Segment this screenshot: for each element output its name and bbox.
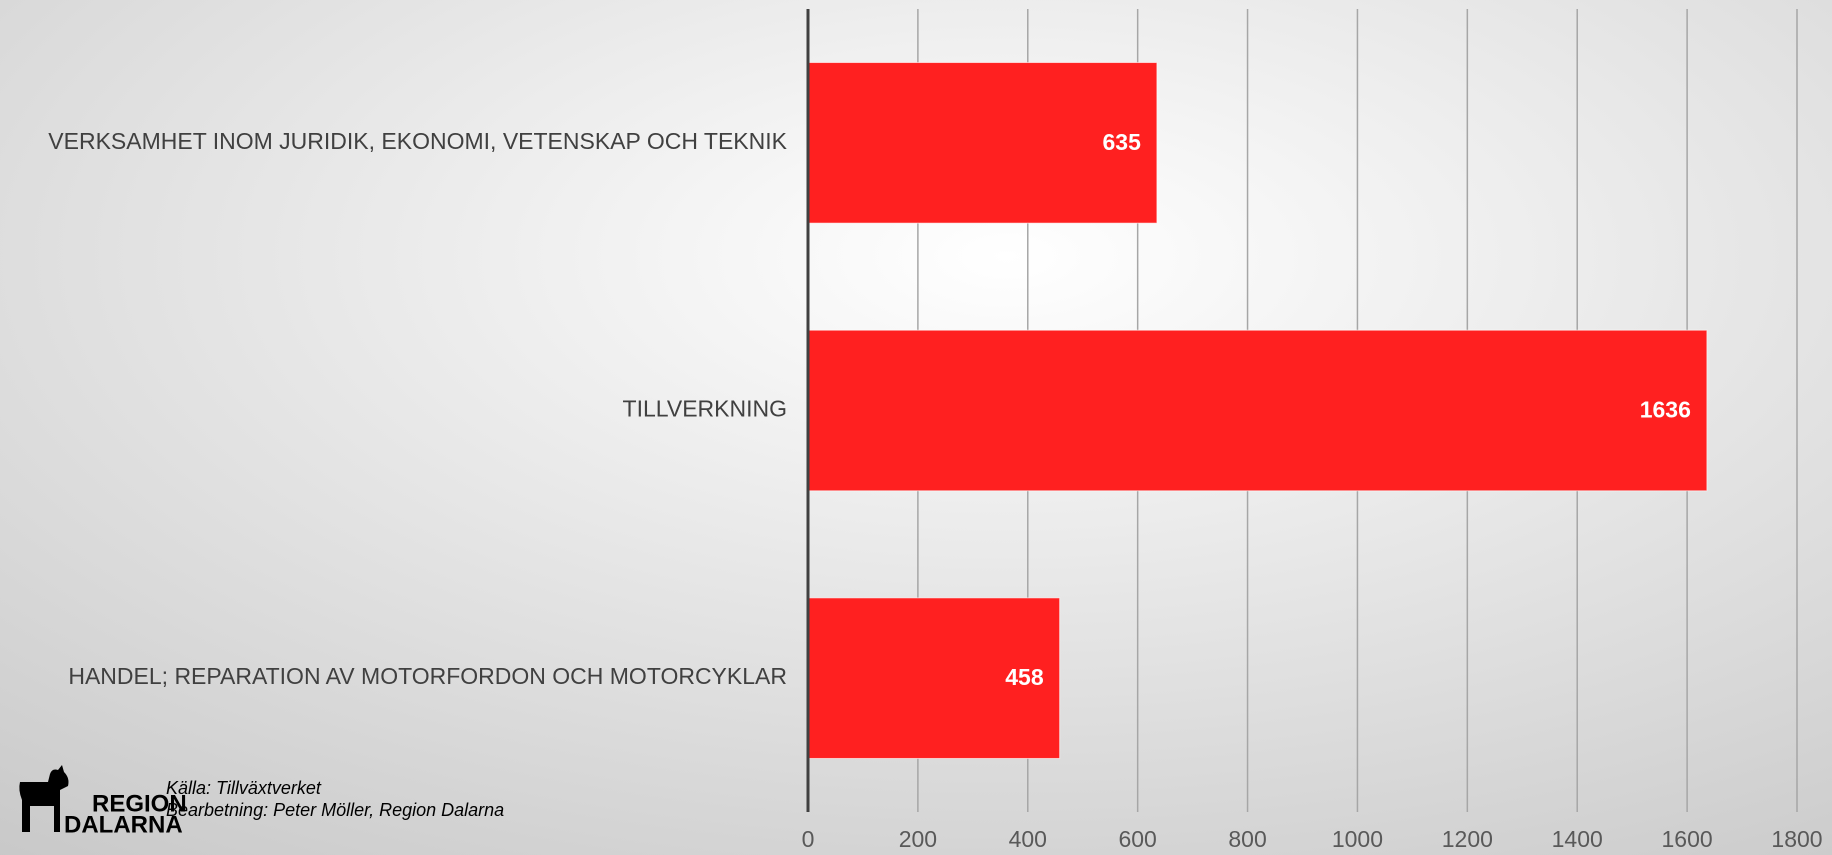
x-tick-label: 1800	[1771, 826, 1822, 852]
source: Källa: Tillväxtverket	[166, 778, 322, 798]
x-tick-label: 0	[802, 826, 815, 852]
x-tick-label: 1200	[1442, 826, 1493, 852]
x-tick-label: 1600	[1662, 826, 1713, 852]
logo-text: REGION	[92, 790, 187, 817]
bar	[807, 329, 1708, 492]
logo-text: DALARNA	[64, 811, 183, 838]
value-label: 458	[1005, 664, 1044, 690]
bar	[807, 62, 1158, 224]
y-tick-label: VERKSAMHET INOM JURIDIK, EKONOMI, VETENS…	[48, 128, 787, 154]
x-tick-label: 600	[1118, 826, 1156, 852]
x-tick-label: 1000	[1332, 826, 1383, 852]
bar	[807, 597, 1061, 759]
processing: Bearbetning: Peter Möller, Region Dalarn…	[166, 800, 504, 820]
x-tick-label: 1400	[1552, 826, 1603, 852]
value-label: 1636	[1640, 397, 1691, 423]
x-tick-label: 200	[899, 826, 937, 852]
logo-horse	[19, 765, 69, 832]
value-label: 635	[1103, 129, 1142, 155]
x-tick-label: 800	[1228, 826, 1266, 852]
y-tick-label: HANDEL; REPARATION AV MOTORFORDON OCH MO…	[68, 663, 787, 689]
x-tick-label: 400	[1009, 826, 1047, 852]
y-tick-label: TILLVERKNING	[623, 396, 787, 422]
